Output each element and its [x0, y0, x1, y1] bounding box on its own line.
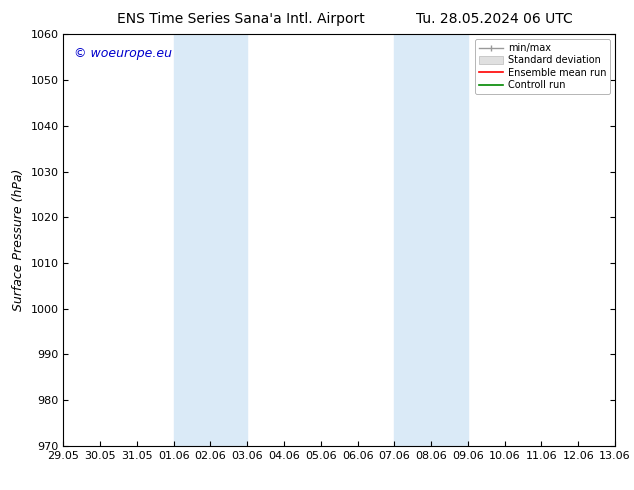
Text: ENS Time Series Sana'a Intl. Airport: ENS Time Series Sana'a Intl. Airport [117, 12, 365, 26]
Y-axis label: Surface Pressure (hPa): Surface Pressure (hPa) [12, 169, 25, 311]
Bar [394, 34, 468, 446]
Bar [174, 34, 247, 446]
Text: © woeurope.eu: © woeurope.eu [74, 47, 172, 60]
Text: Tu. 28.05.2024 06 UTC: Tu. 28.05.2024 06 UTC [416, 12, 573, 26]
Legend: min/max, Standard deviation, Ensemble mean run, Controll run: min/max, Standard deviation, Ensemble me… [475, 39, 610, 94]
